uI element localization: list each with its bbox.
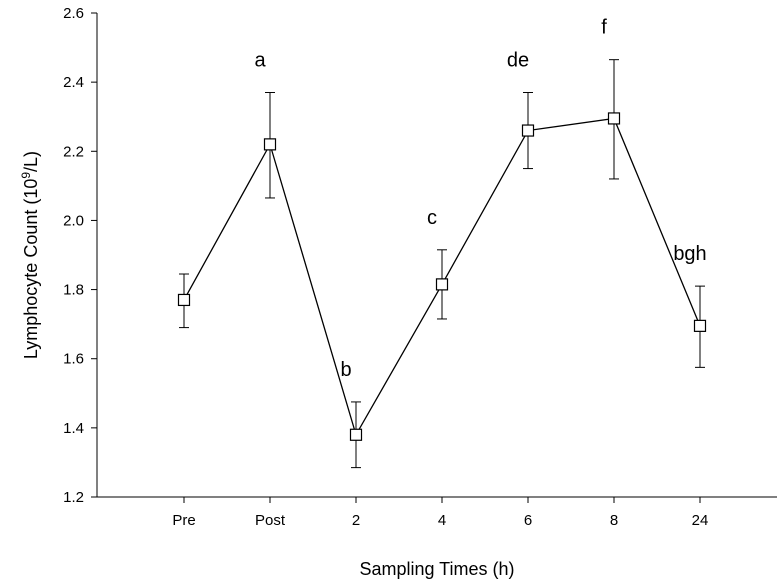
significance-label: bgh bbox=[673, 243, 706, 265]
x-tick-label: 6 bbox=[524, 512, 532, 529]
data-point bbox=[521, 124, 535, 137]
x-tick-label: 4 bbox=[438, 512, 446, 529]
x-tick-label: Post bbox=[255, 512, 286, 529]
data-point bbox=[435, 278, 449, 291]
y-tick-label: 1.6 bbox=[63, 351, 84, 368]
y-tick-label: 2.2 bbox=[63, 143, 84, 160]
y-ticks: 1.2 1.4 1.6 1.8 2.0 2.2 2.4 2.6 bbox=[63, 5, 97, 506]
axes bbox=[96, 13, 777, 498]
y-axis-title-main: Lymphocyte Count (10 bbox=[21, 179, 41, 359]
significance-labels: a b c de f bgh bbox=[254, 17, 706, 381]
data-point bbox=[607, 112, 621, 125]
x-tick-label: 24 bbox=[692, 512, 709, 529]
significance-label: b bbox=[340, 359, 351, 381]
x-axis-title: Sampling Times (h) bbox=[359, 559, 514, 579]
y-axis-title: Lymphocyte Count (109/L) bbox=[19, 151, 41, 359]
y-axis-title-tail: /L) bbox=[21, 151, 41, 172]
data-point bbox=[177, 293, 191, 307]
y-tick-label: 1.4 bbox=[63, 420, 84, 437]
significance-label: c bbox=[427, 207, 437, 229]
data-point bbox=[693, 319, 707, 332]
data-point bbox=[349, 428, 363, 441]
y-tick-label: 1.8 bbox=[63, 282, 84, 299]
x-tick-label: Pre bbox=[172, 512, 195, 529]
data-point bbox=[263, 138, 277, 151]
x-tick-label: 2 bbox=[352, 512, 360, 529]
significance-label: de bbox=[507, 50, 529, 72]
y-tick-label: 1.2 bbox=[63, 489, 84, 506]
y-axis-title-superscript: 9 bbox=[19, 172, 33, 179]
y-tick-label: 2.0 bbox=[63, 212, 84, 229]
significance-label: f bbox=[601, 17, 607, 39]
y-tick-label: 2.4 bbox=[63, 74, 84, 91]
y-tick-label: 2.6 bbox=[63, 5, 84, 22]
data-markers bbox=[177, 112, 707, 441]
significance-label: a bbox=[254, 50, 266, 72]
error-bars bbox=[179, 59, 705, 469]
x-tick-label: 8 bbox=[610, 512, 618, 529]
x-ticks: Pre Post 2 4 6 8 24 bbox=[172, 497, 708, 529]
